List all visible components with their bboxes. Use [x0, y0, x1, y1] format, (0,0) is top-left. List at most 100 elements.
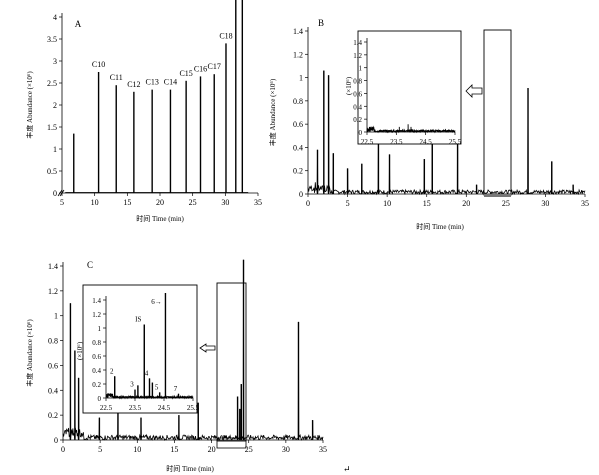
y-tick-label: 0.5 — [47, 167, 57, 176]
x-tick-label: 20 — [156, 198, 164, 207]
x-tick-label: 30 — [541, 199, 549, 208]
y-tick-label: 0 — [54, 436, 58, 445]
y-tick-label: 4 — [53, 13, 57, 22]
y-tick-label: 0 — [359, 129, 363, 137]
y-tick-label: 0.2 — [353, 116, 362, 124]
inset-trace-line — [366, 124, 456, 134]
peak-label: C12 — [127, 80, 140, 89]
y-tick-label: 0 — [53, 189, 57, 198]
x-tick-label: 30 — [221, 198, 229, 207]
x-axis-title: 时间 Time (min) — [416, 222, 464, 231]
footer-return-mark: ↵ — [343, 464, 351, 474]
y-tick-label: 1.5 — [47, 123, 57, 132]
y-tick-label: 0.2 — [92, 381, 101, 389]
zoom-window-box — [216, 282, 247, 442]
inset-peak-label: 6→ — [151, 298, 162, 306]
y-tick-label: 1 — [53, 145, 57, 154]
inset-peak-label: 4 — [145, 369, 149, 377]
y-tick-label: 0.4 — [293, 143, 303, 152]
y-tick-label: 1 — [98, 325, 102, 333]
x-tick-label: 15 — [170, 445, 178, 454]
inset-y-axis-title: (×10⁶) — [76, 341, 84, 360]
x-tick-label: 15 — [423, 199, 431, 208]
x-tick-label: 35 — [581, 199, 589, 208]
zoom-range-bracket — [216, 437, 247, 449]
y-tick-label: 3.5 — [47, 35, 57, 44]
y-tick-label: 0 — [98, 395, 102, 403]
x-axis-title: 时间 Time (min) — [166, 464, 214, 473]
zoom-range-bar — [484, 194, 511, 197]
y-tick-label: 0.6 — [293, 120, 303, 129]
peak-label: C17 — [208, 62, 221, 71]
x-tick-label: 24.5 — [420, 138, 433, 146]
y-axis-title: 丰度 Abundance (×10⁶) — [25, 71, 34, 139]
y-tick-label: 0.8 — [92, 339, 101, 347]
y-tick-label: 1.2 — [92, 311, 101, 319]
inset-peak-label: 3 — [130, 381, 134, 389]
y-tick-label: 1 — [54, 312, 58, 321]
x-axis-title: 时间 Time (min) — [136, 214, 184, 223]
y-tick-label: 0.4 — [353, 103, 362, 111]
x-tick-label: 25 — [245, 445, 253, 454]
zoom-arrow-icon — [199, 343, 216, 353]
y-tick-label: 1.4 — [353, 39, 362, 47]
panel-a: 5 10 15 20 25 30 35 0 0.5 1 1.5 2 2.5 3 3.5 4 C10 C11 C12 C… — [25, 0, 262, 223]
trace-line — [307, 70, 586, 196]
x-tick-label: 10 — [383, 199, 391, 208]
y-axis-title: 丰度 Abundance (×10⁶) — [25, 319, 34, 387]
y-tick-label: 3 — [53, 57, 57, 66]
y-tick-label: 1.4 — [293, 27, 303, 36]
y-tick-label: 0.6 — [48, 361, 58, 370]
x-tick-label: 24.5 — [158, 404, 171, 412]
y-tick-label: 2 — [53, 101, 57, 110]
x-tick-label: 25 — [502, 199, 510, 208]
y-tick-label: 0 — [299, 190, 303, 199]
x-tick-label: 20 — [208, 445, 216, 454]
x-tick-label: 25.5 — [449, 138, 462, 146]
axis-break-mark — [57, 189, 65, 197]
x-tick-label: 35 — [319, 445, 327, 454]
x-tick-label: 5 — [346, 199, 350, 208]
y-tick-label: 2.5 — [47, 79, 57, 88]
x-tick-label: 22.5 — [361, 138, 374, 146]
y-tick-label: 1.4 — [92, 297, 101, 305]
x-tick-label: 23.5 — [129, 404, 142, 412]
y-tick-label: 0.2 — [48, 411, 58, 420]
peak-label: C13 — [145, 78, 158, 87]
x-tick-label: 25.5 — [187, 404, 200, 412]
y-tick-label: 1.2 — [353, 52, 362, 60]
x-tick-label: 25 — [189, 198, 197, 207]
y-tick-label: 0.8 — [353, 78, 362, 86]
peak-label: C14 — [164, 78, 177, 87]
x-tick-label: 5 — [60, 198, 64, 207]
y-tick-label: 1.2 — [293, 50, 303, 59]
zoom-window-box — [483, 29, 512, 196]
y-axis-title: 丰度 Abundance (×10⁶) — [268, 78, 277, 146]
x-tick-label: 10 — [133, 445, 141, 454]
y-tick-label: 1.2 — [48, 287, 58, 296]
y-tick-label: 0.4 — [48, 386, 58, 395]
y-tick-label: 0.4 — [92, 367, 101, 375]
x-tick-label: 35 — [254, 198, 262, 207]
x-tick-label: 22.5 — [100, 404, 113, 412]
y-tick-label: 0.6 — [353, 90, 362, 98]
y-tick-label: 0.8 — [48, 337, 58, 346]
peak-label: C15 — [179, 69, 192, 78]
x-tick-label: 20 — [462, 199, 470, 208]
x-tick-label: 5 — [98, 445, 102, 454]
x-tick-label: 10 — [91, 198, 99, 207]
peak-label: C11 — [110, 73, 123, 82]
panel-label-b: B — [318, 18, 324, 28]
x-tick-label: 30 — [282, 445, 290, 454]
panel-label-a: A — [75, 19, 82, 29]
inset-frame — [357, 30, 462, 145]
x-tick-label: 0 — [61, 445, 65, 454]
y-tick-label: 1 — [359, 65, 363, 73]
zoom-arrow-icon — [465, 84, 483, 98]
y-tick-label: 1.4 — [48, 262, 58, 271]
inset-frame — [82, 284, 198, 414]
peak-label: C18 — [219, 31, 232, 40]
y-tick-label: 0.6 — [92, 353, 101, 361]
